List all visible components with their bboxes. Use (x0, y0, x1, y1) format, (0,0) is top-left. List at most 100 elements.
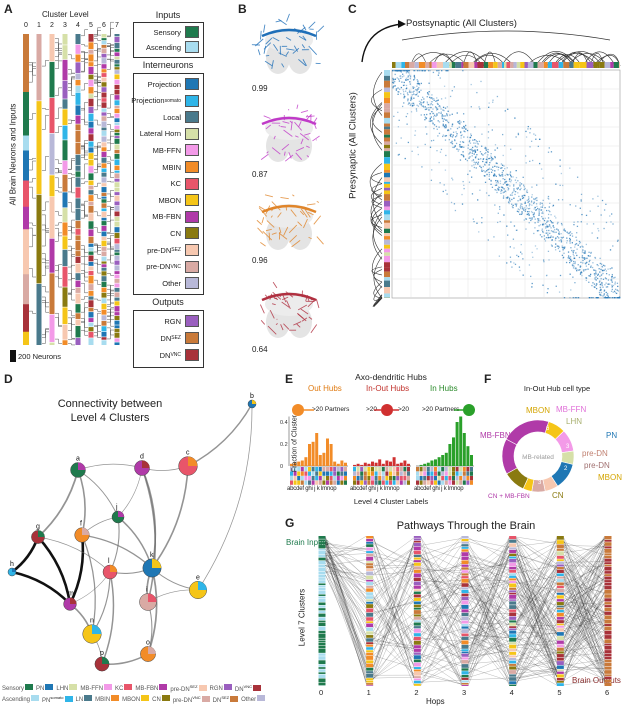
synapse-dot (550, 230, 553, 232)
synapse-dot (486, 160, 488, 162)
synapse-dot (600, 263, 603, 265)
pathway-edge (563, 538, 605, 592)
synapse-dot (437, 120, 439, 122)
synapse-dot (548, 259, 550, 261)
synapse-dot (496, 95, 499, 98)
pathway-edge (563, 538, 605, 567)
pathway-edge (563, 622, 605, 657)
pathway-cluster-cell (509, 648, 517, 652)
synapse-dot (579, 268, 581, 271)
dendrogram-branch (94, 145, 101, 148)
pathway-cluster-cell (556, 674, 564, 678)
pathway-edge (563, 607, 605, 667)
hub-bar (407, 463, 410, 466)
network-legend-sup: SEZ (189, 684, 198, 689)
synapse-dot (518, 266, 521, 268)
pathway-edge (516, 640, 557, 646)
pathway-edge (563, 602, 605, 616)
synapse-dot (584, 257, 586, 259)
pathway-edge (420, 564, 462, 600)
synapse-dot (480, 153, 483, 155)
synapse-dot (546, 221, 548, 223)
cluster-composition-cell (403, 480, 407, 485)
network-legend-swatch (198, 685, 207, 691)
synapse-dot (479, 165, 481, 167)
neurite (288, 224, 298, 234)
pathway-edge (468, 630, 510, 647)
pathway-edge (563, 576, 605, 679)
cluster-block (75, 229, 81, 235)
cluster-block (75, 280, 81, 288)
synapse-dot (463, 125, 465, 128)
synapse-dot (510, 181, 512, 183)
synapse-dot (602, 286, 604, 288)
synapse-dot (455, 142, 458, 145)
top-cluster-strip (405, 62, 410, 68)
pathway-cluster-cell (366, 544, 374, 547)
cluster-composition-cell (399, 471, 403, 476)
pathway-edge (468, 542, 510, 605)
pathway-edge (563, 575, 605, 678)
pathway-cluster-cell (556, 683, 564, 686)
synapse-dot (502, 170, 504, 172)
pathway-edge (468, 619, 510, 635)
cluster-composition-cell (448, 480, 452, 485)
dendrogram-branch (29, 68, 36, 83)
pathway-cluster-cell (318, 622, 326, 626)
pathway-edge (516, 642, 557, 657)
synapse-dot (418, 100, 421, 103)
synapse-dot (516, 254, 518, 257)
synapse-dot (441, 115, 443, 117)
network-legend-label: pre-DN (170, 687, 190, 693)
synapse-dot (437, 99, 439, 101)
network-legend-entry: MBON (122, 695, 150, 704)
pathway-edge (468, 600, 510, 683)
pathway-edge (563, 569, 605, 619)
cluster-composition-cell (459, 467, 463, 472)
synapse-dot (603, 297, 605, 299)
cluster-composition-cell (466, 467, 470, 472)
synapse-dot (594, 257, 597, 259)
network-legend-swatch (111, 695, 120, 701)
synapse-dot (474, 150, 477, 152)
neurite (300, 308, 309, 315)
synapse-dot (436, 70, 439, 72)
inout-right: >20 (398, 406, 410, 413)
left-cluster-strip (384, 103, 390, 109)
synapse-dot (424, 106, 427, 108)
pathway-edge (468, 655, 510, 674)
synapse-dot (509, 174, 512, 177)
pathway-edge (420, 545, 462, 564)
network-edge (37, 469, 79, 538)
pathway-edge (563, 604, 605, 673)
pathway-edge (516, 662, 557, 686)
cluster-block (62, 99, 68, 109)
cluster-block (114, 136, 120, 139)
cluster-composition-cell (470, 467, 473, 472)
pathway-cluster-cell (604, 571, 612, 574)
synapse-dot (549, 210, 551, 213)
dendrogram-branch (107, 190, 114, 202)
cluster-block (114, 221, 120, 227)
synapse-dot (537, 218, 539, 220)
synapse-dot (459, 145, 461, 147)
pathway-cluster-cell (318, 564, 326, 568)
pathway-edge (468, 551, 510, 673)
pathway-cluster-cell (509, 666, 517, 670)
hub-bar (356, 463, 360, 466)
pathway-edge (563, 611, 605, 624)
dendrogram-branch (94, 146, 101, 156)
synapse-dot (423, 106, 425, 108)
network-legend-entry: PN (36, 684, 54, 693)
synapse-dot (543, 238, 546, 240)
cluster-block (114, 105, 120, 109)
pathway-edge (373, 551, 414, 654)
node-wedge (110, 564, 118, 572)
cluster-composition-cell (318, 480, 322, 485)
synapse-dot (490, 153, 492, 155)
cluster-block (114, 211, 120, 217)
cluster-composition-cell (340, 480, 344, 485)
synapse-dot (422, 102, 424, 104)
synapse-dot (597, 205, 599, 207)
synapse-dot (455, 135, 458, 137)
